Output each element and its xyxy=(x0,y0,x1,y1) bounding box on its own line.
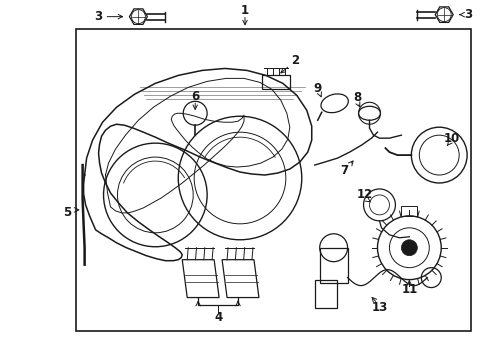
Text: 2: 2 xyxy=(290,54,298,67)
Text: 1: 1 xyxy=(241,4,248,17)
Text: 7: 7 xyxy=(340,163,348,176)
Bar xyxy=(319,248,347,283)
Text: 4: 4 xyxy=(214,311,222,324)
Bar xyxy=(401,206,416,216)
Text: 5: 5 xyxy=(62,206,71,219)
Circle shape xyxy=(401,240,416,256)
Bar xyxy=(262,75,289,89)
Bar xyxy=(314,280,336,307)
Text: 12: 12 xyxy=(356,188,372,202)
Text: 3: 3 xyxy=(463,8,471,21)
Text: 6: 6 xyxy=(191,90,199,103)
Text: 10: 10 xyxy=(443,132,459,145)
Bar xyxy=(76,28,470,332)
Text: 9: 9 xyxy=(313,82,321,95)
Text: 8: 8 xyxy=(353,91,361,104)
Text: 13: 13 xyxy=(370,301,387,314)
Text: 3: 3 xyxy=(94,10,102,23)
Text: 11: 11 xyxy=(401,283,417,296)
